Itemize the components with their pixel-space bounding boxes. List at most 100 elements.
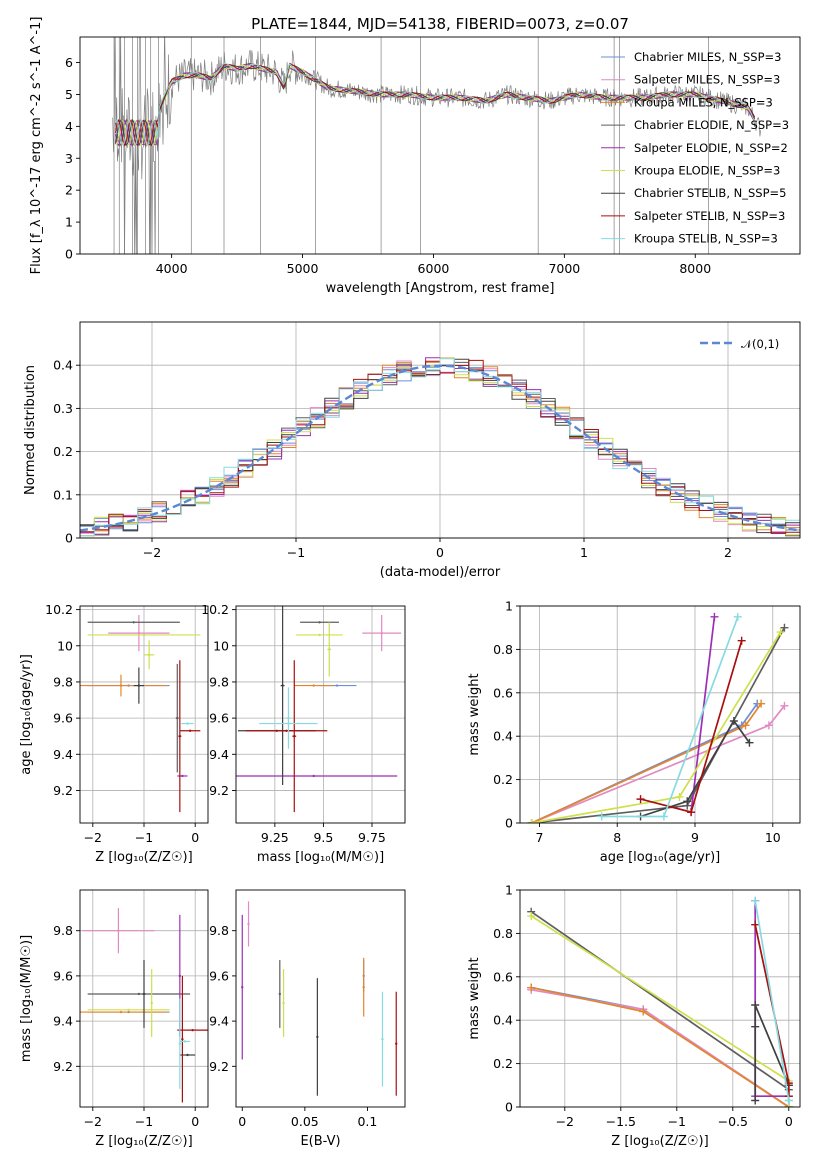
x-tick-label: 8000 [679,261,711,276]
panel-mass-vs-Z: −2 −1 0 9.2 9.4 9.6 9.8 Z [log₁₀(Z/Z☉)] mass [lo… [19,889,209,1149]
mass-weight-line [640,640,743,814]
data-point [178,1042,182,1045]
x-tick-label: 10 [765,830,781,845]
data-point [318,633,321,637]
x-tick-label: 0 [436,545,444,560]
y-tick-label: 9.4 [53,1014,73,1029]
legend-entry: Chabrier ELODIE, N_SSP=3 [634,118,789,132]
mass-weight-marker [737,636,746,645]
panel-residuals: −2 −1 0 1 2 0 0.1 0.2 0.3 0.4 (data-model)/error No… [23,321,801,580]
x-axis-label: E(B-V) [300,1134,340,1149]
data-point [137,992,141,996]
data-point [186,1053,189,1057]
y-tick-label: 10.2 [201,602,229,617]
panel-age-vs-mass: 9.25 9.5 9.75 9.2 9.4 9.6 9.8 10 10.2 mass [log₁₀… [201,602,406,865]
data-point [178,735,182,738]
y-tick-label: 0.2 [53,444,73,459]
x-tick-label: −2 [84,1114,102,1129]
y-axis-label: mass [log₁₀(M/M☉)] [19,935,34,1062]
data-point [395,1042,398,1045]
x-tick-label: −1 [287,545,305,560]
data-point [316,1035,319,1039]
panel-massweight-vs-Z: −2 −1.5 −1 −0.5 0 0 0.2 0.4 0.6 0.8 1 Z [log₁₀(Z/Z☉… [467,883,801,1149]
mass-weight-marker [780,701,789,710]
y-tick-label: 10 [213,638,229,653]
y-tick-label: 0.2 [493,772,513,787]
legend-entry: Chabrier STELIB, N_SSP=5 [634,186,786,200]
mass-weight-line [531,986,790,1107]
x-tick-label: 0.1 [357,1114,377,1129]
axes-frame [79,36,801,255]
mass-weight-marker [751,920,760,929]
mass-weight-marker [675,792,684,801]
mass-weight-marker [636,795,645,804]
data-point [188,729,192,732]
x-tick-label: 7000 [548,261,580,276]
mass-weight-marker [751,1096,760,1105]
mass-weight-marker [751,1022,760,1031]
panel-massweight-vs-age: 7 8 9 10 0 0.2 0.4 0.6 0.8 1 age [log₁₀(age/yr)] ma… [467,599,801,865]
axes-frame [235,889,406,1108]
legend-entry: Kroupa ELODIE, N_SSP=3 [634,164,780,178]
x-tick-label: −0.5 [718,1114,748,1129]
y-tick-label: 9.6 [209,968,229,983]
panel-age-vs-Z: −2 −1 0 9.2 9.4 9.6 9.8 10 10.2 Z [log₁₀(Z/Z☉)] ag… [19,602,209,865]
legend-entry: Salpeter ELODIE, N_SSP=2 [634,141,788,155]
mass-weight-marker [687,808,696,817]
mass-weight-marker [597,812,606,821]
legend-entry: Chabrier MILES, N_SSP=3 [634,50,781,64]
y-tick-label: 0 [65,531,73,546]
data-point [362,985,365,989]
data-point [183,1040,187,1043]
mass-weight-marker [733,612,742,621]
y-tick-label: 6 [65,55,73,70]
x-tick-label: 0 [785,1114,793,1129]
data-point [142,992,146,996]
data-point [318,621,321,624]
mass-weight-line [640,719,751,818]
axes-frame [235,605,406,824]
plot-area-massweight-vs-Z [527,896,793,1107]
plot-area-age-vs-mass [236,606,402,813]
y-tick-label: 9.6 [53,968,73,983]
legend-entry: Salpeter MILES, N_SSP=3 [634,73,780,87]
y-tick-label: 9.4 [53,747,73,762]
y-tick-label: 0.8 [493,642,513,657]
y-tick-label: 1 [65,215,73,230]
mass-weight-line [531,703,758,823]
y-tick-label: 9.8 [209,674,229,689]
mass-weight-marker [639,1007,648,1016]
mass-weight-marker [527,983,536,992]
data-point [285,729,288,732]
mass-weight-marker [710,612,719,621]
data-point [191,1028,194,1032]
y-tick-label: 2 [65,183,73,198]
spectrum-legend: Chabrier MILES, N_SSP=3 Salpeter MILES, N… [601,50,789,246]
mass-weight-marker [780,623,789,632]
gaussian-reference-curve [80,364,800,532]
y-tick-label: 0 [505,816,513,831]
mass-weight-line [754,1004,790,1101]
y-tick-label: 9.4 [209,1014,229,1029]
mass-weight-marker [745,738,754,747]
y-tick-label: 9.6 [53,711,73,726]
data-point [176,716,179,720]
x-axis-label: Z [log₁₀(Z/Z☉)] [611,1134,708,1149]
plot-area-mass-vs-EBV [241,901,398,1096]
data-point [312,684,315,687]
x-tick-label: 2 [724,545,732,560]
data-point [287,716,290,720]
y-tick-label: 1 [505,599,513,614]
x-tick-label: 0 [191,1114,199,1129]
y-tick-label: 9.2 [209,783,229,798]
data-point [181,1037,184,1041]
y-tick-label: 0.4 [493,1013,513,1028]
axes-frame [519,889,801,1108]
x-axis-label: Z [log₁₀(Z/Z☉)] [95,1134,192,1149]
observed-spectrum-line [112,37,762,254]
plot-area-spectrum [112,37,762,254]
x-tick-label: −2 [84,830,102,845]
y-tick-label: 0 [505,1100,513,1115]
data-point [147,653,151,657]
